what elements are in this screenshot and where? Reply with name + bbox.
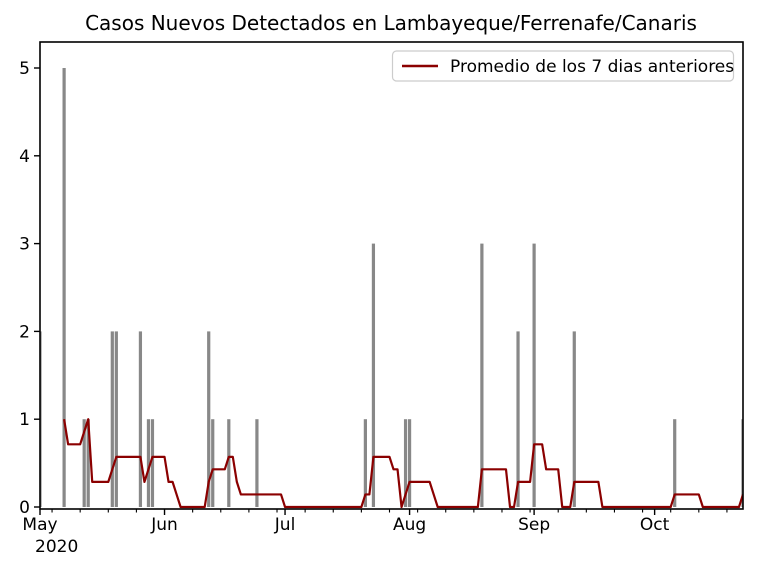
case-bar (407, 419, 412, 507)
case-bar (138, 331, 143, 507)
case-bar (62, 68, 66, 507)
x-tick-label: Sep (518, 515, 550, 535)
bars-layer (40, 68, 743, 507)
y-tick-label: 5 (19, 59, 30, 79)
case-bar (532, 243, 536, 507)
case-bar (82, 419, 86, 507)
case-bar (207, 331, 211, 507)
avg-line (63, 418, 743, 509)
case-bar (673, 419, 677, 507)
y-tick-label: 1 (19, 410, 30, 430)
legend: Promedio de los 7 dias anteriores (391, 50, 735, 82)
y-tick-label: 3 (19, 235, 30, 255)
case-bar (741, 419, 743, 507)
case-bar (110, 331, 114, 507)
plot-border (39, 41, 744, 510)
x-tick-label: Oct (640, 515, 670, 535)
case-bar (146, 419, 151, 507)
case-bar (572, 331, 576, 507)
x-tick-label: Aug (393, 515, 426, 535)
legend-box (391, 50, 735, 82)
x-tick-label: Jul (274, 515, 296, 535)
case-bar (403, 419, 408, 507)
case-bar (480, 243, 484, 507)
chart-title: Casos Nuevos Detectados en Lambayeque/Fe… (85, 11, 697, 35)
x-tick-label: May (22, 515, 57, 535)
case-bar (516, 331, 520, 507)
avg-line-layer (63, 418, 743, 509)
x-axis-year-label: 2020 (35, 537, 78, 557)
legend-label: Promedio de los 7 dias anteriores (450, 57, 734, 77)
x-tick-label: Jun (150, 515, 178, 535)
case-bar (255, 419, 259, 507)
case-bar (211, 419, 215, 507)
y-tick-label: 2 (19, 322, 30, 342)
case-bar (227, 419, 231, 507)
y-tick-label: 4 (19, 147, 30, 167)
case-bar (363, 419, 367, 507)
axes-layer: 0 1 2 3 4 5 May Jun Jul Aug Sep Oct 2020 (19, 59, 728, 557)
case-bar (150, 419, 155, 507)
y-tick-label: 0 (19, 498, 30, 518)
case-bar (86, 419, 90, 507)
case-bar (371, 243, 376, 507)
case-bar (114, 331, 118, 507)
